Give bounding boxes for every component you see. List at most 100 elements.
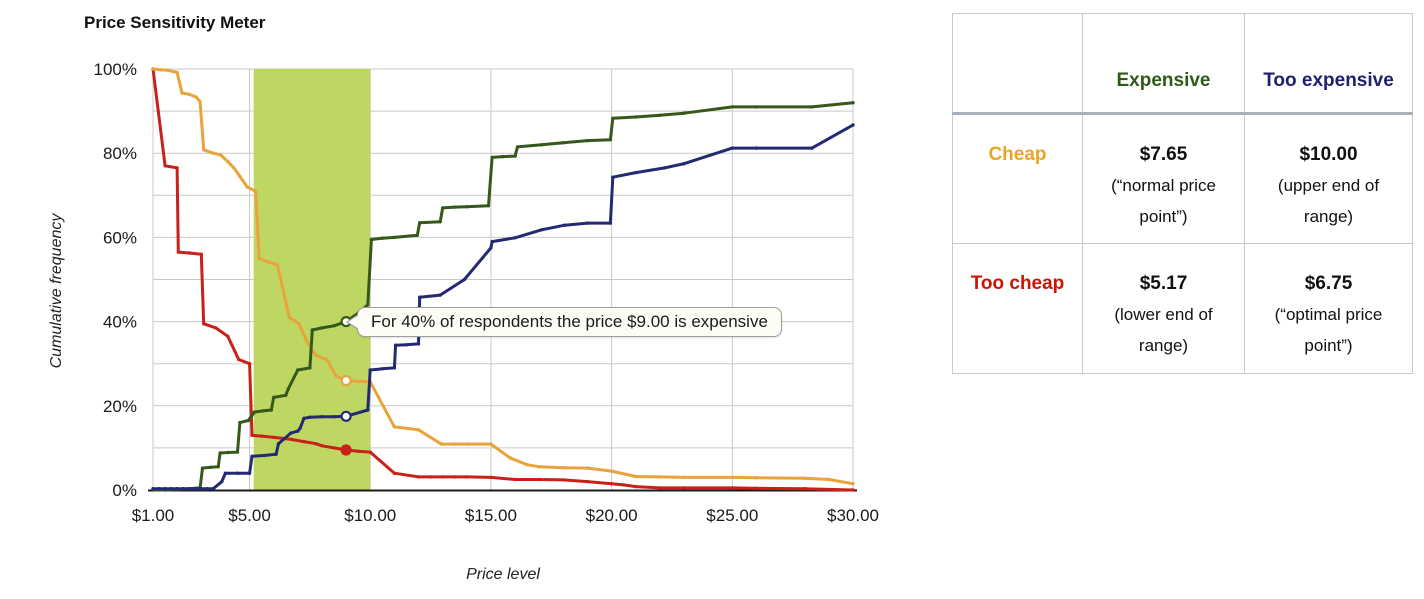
data-point [393, 343, 398, 347]
data-point [187, 251, 191, 255]
data-point [392, 471, 397, 475]
data-point [290, 437, 294, 442]
hover-marker-too-expensive[interactable] [340, 410, 352, 422]
data-point [266, 260, 270, 264]
data-point [513, 477, 517, 482]
data-point [232, 166, 236, 170]
data-point [490, 239, 494, 244]
data-point [611, 116, 615, 121]
data-point [262, 453, 266, 458]
data-point [272, 395, 276, 400]
data-point [332, 415, 336, 419]
psm-summary-table: Expensive Too expensive Cheap $7.65 (“no… [952, 13, 1413, 374]
y-axis-title: Cumulative frequency [48, 213, 65, 369]
data-point [298, 426, 302, 430]
data-point [515, 145, 520, 149]
data-point [611, 175, 615, 179]
data-point [585, 221, 590, 225]
data-point [501, 154, 505, 159]
header-expensive: Expensive [1082, 13, 1245, 115]
data-point [211, 151, 215, 155]
cell-value: $5.17 [1139, 273, 1188, 294]
cell-optimal-price-point: $6.75 (“optimal price point”) [1244, 243, 1413, 374]
data-point [827, 477, 831, 482]
x-tick-label: $25.00 [706, 506, 758, 525]
data-point [513, 154, 517, 158]
acceptable-price-band [253, 69, 371, 490]
data-point [175, 487, 179, 491]
data-point [368, 368, 372, 372]
data-point [368, 450, 372, 454]
data-point [486, 204, 491, 208]
row-label-too-cheap: Too cheap [952, 243, 1083, 374]
data-point [537, 465, 541, 469]
data-point [296, 429, 300, 433]
data-point [851, 123, 855, 127]
data-point [490, 155, 494, 160]
data-point [181, 487, 185, 491]
cell-value: $7.65 [1139, 144, 1188, 165]
data-point [211, 487, 215, 491]
data-point [194, 95, 199, 99]
data-point [392, 235, 397, 240]
price-sensitivity-chart: $1.00 $5.00 $10.00 $15.00 $20.00 $25.00 $30.00… [48, 13, 879, 583]
data-point [308, 366, 312, 370]
data-point [226, 450, 230, 455]
hover-marker-too-cheap[interactable] [340, 444, 352, 456]
data-point [369, 237, 374, 242]
data-point [416, 428, 421, 432]
table-header-row: Expensive Too expensive [952, 13, 1413, 115]
x-tick-label: $10.00 [344, 506, 396, 525]
data-point [325, 357, 329, 362]
data-point [658, 475, 662, 479]
data-point [441, 206, 445, 210]
data-point [682, 475, 686, 480]
data-point [151, 67, 155, 71]
data-point [537, 477, 541, 482]
data-point [366, 408, 370, 412]
data-point [261, 409, 265, 413]
data-point [308, 415, 312, 419]
psm-plot-area: $1.00 $5.00 $10.00 $15.00 $20.00 $25.00 $30.00… [94, 60, 879, 525]
data-point [634, 115, 638, 119]
data-point [392, 366, 397, 370]
data-point [489, 246, 493, 250]
data-point [314, 442, 318, 446]
data-point [539, 143, 544, 147]
data-point [269, 408, 273, 412]
data-point [356, 449, 360, 453]
data-point [320, 444, 324, 448]
data-point [658, 113, 662, 118]
x-tick-label: $1.00 [132, 506, 175, 525]
cell-note: (upper end of range) [1277, 176, 1380, 226]
data-point [226, 334, 230, 338]
data-point [287, 315, 292, 320]
data-point [438, 220, 442, 224]
hover-marker-cheap[interactable] [340, 374, 352, 387]
data-point [682, 486, 686, 490]
data-point [175, 166, 179, 170]
data-point [199, 487, 203, 491]
data-point [366, 303, 370, 307]
data-point [462, 277, 467, 282]
data-point [439, 442, 444, 446]
data-point [851, 488, 855, 492]
series-too-cheap[interactable] [151, 67, 855, 492]
data-point [634, 170, 638, 175]
data-point [272, 435, 276, 440]
data-point [380, 367, 384, 371]
data-point [334, 374, 339, 378]
data-point [187, 487, 191, 491]
data-point [163, 487, 167, 491]
data-point [622, 483, 626, 487]
data-point [608, 221, 613, 225]
data-point [380, 236, 384, 240]
data-point [235, 471, 240, 475]
x-tick-label: $5.00 [228, 506, 271, 525]
row-label-cheap: Cheap [952, 113, 1083, 244]
data-point [754, 486, 759, 490]
series-too-expensive[interactable] [151, 123, 855, 491]
data-point [585, 466, 590, 470]
data-point [237, 357, 241, 362]
cell-normal-price-point: $7.65 (“normal price point”) [1082, 113, 1245, 244]
